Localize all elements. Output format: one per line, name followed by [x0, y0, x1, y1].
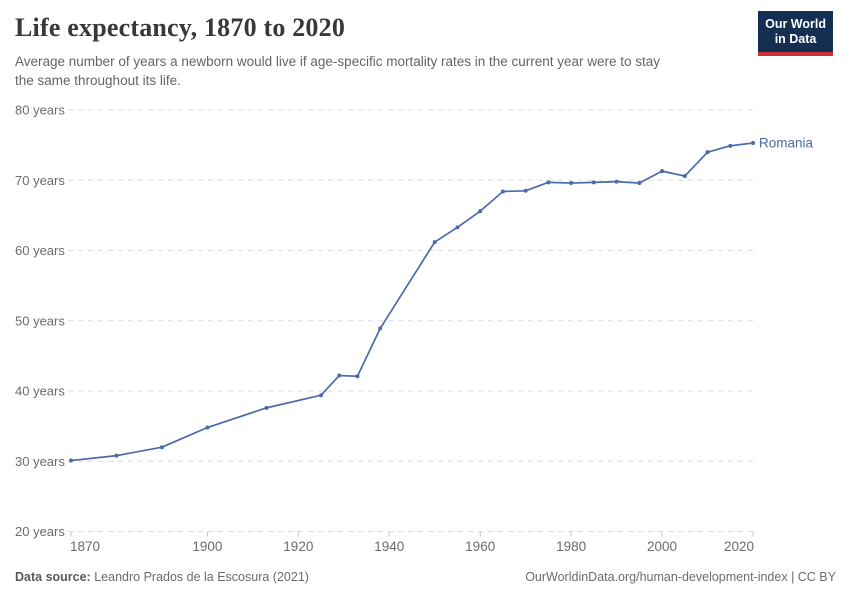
x-axis-label: 2000	[647, 539, 677, 554]
x-axis-label: 1920	[283, 539, 313, 554]
data-point	[682, 174, 687, 179]
data-point	[455, 225, 460, 230]
data-point	[378, 326, 383, 331]
data-point	[69, 458, 73, 463]
chart-subtitle: Average number of years a newborn would …	[15, 52, 660, 90]
data-line	[70, 142, 754, 462]
data-point	[569, 181, 574, 186]
data-point	[705, 150, 710, 155]
data-point	[432, 240, 437, 245]
data-source-text: Leandro Prados de la Escosura (2021)	[94, 570, 309, 584]
y-axis-label: 30 years	[15, 454, 65, 469]
data-point	[114, 453, 119, 458]
y-axis-label: 20 years	[15, 524, 65, 539]
x-axis-label: 2020	[724, 539, 754, 554]
chart-subtitle-line1: Average number of years a newborn would …	[15, 54, 661, 69]
data-point	[614, 179, 619, 184]
data-point	[728, 143, 733, 148]
data-point	[205, 425, 210, 430]
data-point	[355, 374, 360, 379]
y-axis-label: 40 years	[15, 384, 65, 399]
owid-logo: Our World in Data	[758, 11, 833, 56]
data-point	[591, 180, 596, 185]
y-axis-label: 50 years	[15, 313, 65, 328]
data-source: Data source: Leandro Prados de la Escosu…	[15, 570, 309, 584]
data-point	[637, 181, 642, 186]
owid-logo-line1: Our World	[765, 17, 826, 31]
x-axis-label: 1960	[465, 539, 495, 554]
data-point	[546, 180, 551, 185]
data-point	[660, 169, 665, 174]
data-point	[159, 445, 164, 450]
owid-logo-line2: in Data	[774, 32, 817, 46]
data-source-label: Data source:	[15, 570, 91, 584]
y-axis-label: 60 years	[15, 243, 65, 258]
x-axis-label: 1980	[556, 539, 586, 554]
data-point	[478, 209, 483, 214]
attribution: OurWorldinData.org/human-development-ind…	[525, 570, 836, 584]
entity-label: Romania	[759, 136, 814, 151]
x-axis-label: 1870	[70, 539, 100, 554]
data-point	[319, 393, 324, 398]
chart-subtitle-line2: the same throughout its life.	[15, 73, 181, 88]
data-point	[500, 189, 505, 194]
x-axis-label: 1900	[192, 539, 222, 554]
page-title: Life expectancy, 1870 to 2020	[15, 13, 346, 42]
y-axis-label: 70 years	[15, 173, 65, 188]
data-point	[337, 373, 342, 378]
y-axis-label: 80 years	[15, 103, 65, 118]
data-point	[523, 188, 528, 193]
data-point	[264, 405, 269, 410]
data-point	[751, 141, 755, 146]
x-axis-label: 1940	[374, 539, 404, 554]
